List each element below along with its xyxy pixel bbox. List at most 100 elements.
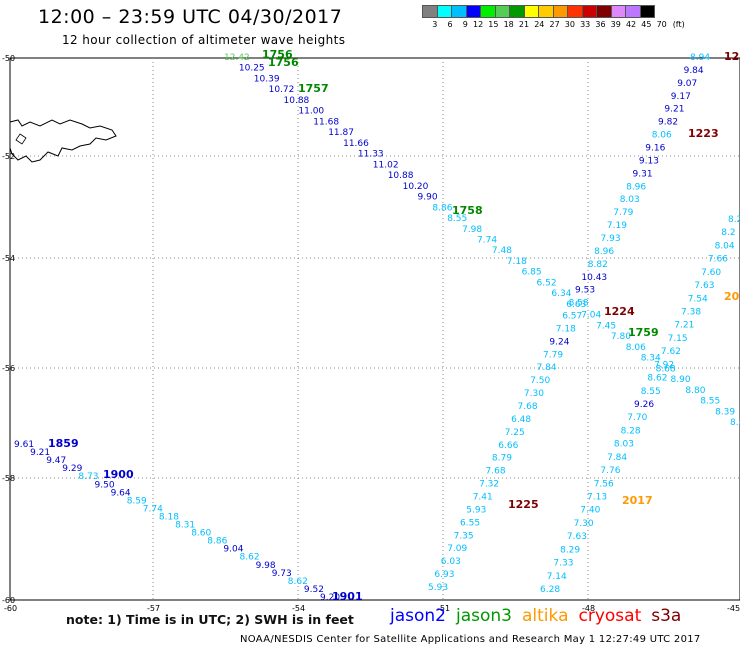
track-time-label: 12 [724,50,739,63]
track-a-value: 12.42 [224,53,250,63]
track-a-value: 8.55 [700,397,720,407]
lat-tick-label: -56 [2,364,15,373]
track-right-value: 7.60 [701,268,721,278]
track-right-value: 8.55 [641,387,661,397]
track-a-value: 11.33 [358,150,384,160]
color-scale-bar [422,5,655,18]
color-scale-label: 12 [473,20,484,29]
track-right-value: 7.38 [681,308,701,318]
track-a-value: 10.88 [388,171,414,181]
track-a-value: 8.68 [656,364,676,374]
track-ne-value: 7.35 [454,531,474,541]
track-time-label: 2017 [622,494,653,507]
color-scale-label: 42 [625,20,637,29]
track-ne-value: 7.18 [556,325,576,335]
track-ne-value: 6.57 [562,312,582,322]
track-sw-value: 9.21 [30,448,50,458]
track-sw-value: 9.52 [304,585,324,595]
track-a-value: 7.74 [477,236,497,246]
track-ne-value: 7.68 [486,467,506,477]
track-ne-value: 5.93 [428,583,448,593]
color-scale-label: 30 [564,20,575,29]
track-a-value: 6.52 [537,278,557,288]
track-ne-value: 7.79 [543,350,563,360]
track-right-value: 7.30 [574,519,594,529]
legend-item-cryosat: cryosat [578,606,642,626]
track-a-value: 6.63 [566,300,586,310]
legend-item-s3a: s3a [651,606,682,626]
track-sw-value: 9.98 [256,561,276,571]
color-scale-label: 6 [447,20,453,29]
track-a-value: 8.06 [626,343,646,353]
track-sw-value: 8.18 [159,513,179,523]
track-a-value: 10.39 [254,75,280,85]
track-ne-value: 9.21 [664,105,684,115]
track-right-value: 7.76 [600,466,620,476]
track-ne-value: 9.82 [658,118,678,128]
track-sw-value: 9.20 [320,593,340,603]
track-sw-value: 8.86 [207,537,227,547]
track-right-value: 7.54 [688,294,708,304]
track-ne-value: 9.13 [639,156,659,166]
legend-item-jason3: jason3 [456,606,512,626]
track-sw-value: 9.50 [95,480,115,490]
track-ne-value: 7.79 [613,208,633,218]
track-a-value: 11.68 [313,117,339,127]
track-right-value: 8.28 [621,426,641,436]
color-scale-label: 18 [503,20,514,29]
lon-tick-label: -45 [727,604,740,613]
track-ne-value: 9.31 [633,169,653,179]
track-ne-value: 6.66 [498,441,518,451]
track-time-label: 1900 [103,468,134,481]
color-scale-label: 21 [518,20,530,29]
color-scale-label: 45 [641,20,652,29]
lat-tick-label: -54 [2,254,15,263]
track-time-label: 1225 [508,498,539,511]
track-right-value: 7.62 [661,347,681,357]
track-ne-value: 9.84 [684,66,704,76]
track-right-value: 9.26 [634,400,654,410]
track-ne-value: 6.03 [441,557,461,567]
color-scale-label: 33 [580,20,591,29]
lon-tick-label: -51 [437,604,450,613]
lon-tick-label: -57 [147,604,160,613]
track-a-value: 10.25 [239,64,265,74]
track-a-value: 10.88 [284,96,310,106]
track-ne-value: 9.53 [575,286,595,296]
track-ne-value: 9.16 [645,144,665,154]
track-right-value: 8.04 [715,241,735,251]
map-frame [9,57,740,601]
track-ne-value: 9.07 [677,79,697,89]
track-a-value: 7.18 [507,257,527,267]
track-right-value: 7.15 [668,334,688,344]
track-sw-value: 9.29 [62,464,82,474]
track-right-value: 7.63 [694,281,714,291]
track-a-value: 7.80 [611,332,631,342]
track-ne-value: 5.93 [466,505,486,515]
lon-tick-label: -48 [582,604,595,613]
track-ne-value: 7.84 [537,363,557,373]
track-a-value: 10.20 [403,182,429,192]
track-sw-value: 9.64 [111,488,131,498]
track-a-value: 8.86 [432,203,452,213]
track-ne-value: 6.93 [434,570,454,580]
track-sw-value: 8.62 [240,553,260,563]
credit-line: NOAA/NESDIS Center for Satellite Applica… [240,634,701,645]
track-ne-value: 9.24 [549,337,569,347]
island-outline [15,133,27,145]
track-time-label: 1757 [298,82,329,95]
track-a-value: 10.72 [269,85,295,95]
track-sw-value: 9.61 [14,440,34,450]
track-time-label: 1756 [262,48,293,61]
track-ne-value: 7.41 [473,493,493,503]
track-a-value: 8.39 [715,407,735,417]
track-sw-value: 9.04 [223,545,243,555]
track-right-value: 7.14 [547,572,567,582]
track-right-value: 7.40 [580,506,600,516]
track-time-label: 1859 [48,437,79,450]
track-sw-value: 8.31 [175,521,195,531]
color-swatch [639,5,655,18]
map-title: 12:00 – 23:59 UTC 04/30/2017 [38,6,343,28]
track-time-label: 1756 [268,56,299,69]
